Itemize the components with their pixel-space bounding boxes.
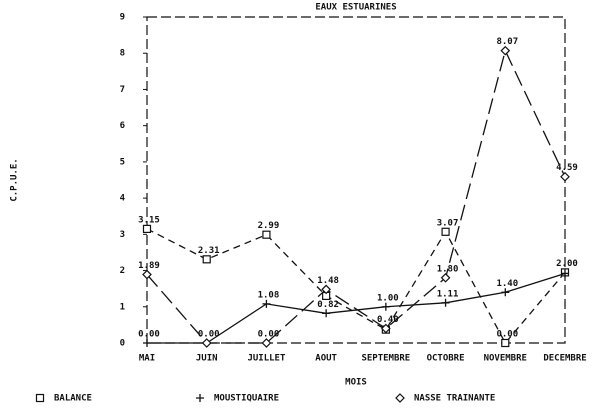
marker <box>500 45 511 56</box>
plot-frame <box>146 16 566 344</box>
marker <box>381 302 390 311</box>
data-label: 0.00 <box>138 330 160 340</box>
data-label: 1.08 <box>258 290 280 300</box>
marker <box>261 338 272 348</box>
marker <box>142 269 152 280</box>
marker <box>501 338 510 348</box>
data-label: 1.80 <box>437 264 459 274</box>
data-label: 2.00 <box>556 259 578 269</box>
data-label: 1.48 <box>317 276 339 286</box>
y-tick-label: 7 <box>120 85 125 95</box>
y-tick-label: 0 <box>120 339 125 349</box>
marker <box>440 272 451 283</box>
series-line <box>146 48 566 344</box>
y-tick-label: 4 <box>120 194 126 204</box>
legend-label: MOUSTIQUAIRE <box>214 394 279 404</box>
x-tick-label: JUILLET <box>247 354 286 364</box>
marker <box>202 255 211 264</box>
data-label: 3.15 <box>138 215 160 225</box>
x-tick-label: SEPTEMBRE <box>361 354 410 364</box>
x-tick-label: NOVEMBRE <box>484 354 527 364</box>
data-label: 0.82 <box>317 300 339 310</box>
data-label: 2.99 <box>258 221 280 231</box>
data-label: 2.31 <box>198 246 220 256</box>
marker <box>143 339 151 347</box>
data-label: 3.07 <box>437 218 459 228</box>
marker <box>381 323 391 334</box>
chart-title: EAUX ESTUARINES <box>315 3 396 13</box>
marker <box>321 284 331 295</box>
x-tick-label: OCTOBRE <box>427 354 465 364</box>
marker <box>201 338 212 348</box>
y-axis-label: C.P.U.E. <box>10 158 20 201</box>
data-label: 4.59 <box>556 163 578 173</box>
marker <box>395 393 405 403</box>
y-tick-label: 5 <box>120 157 125 167</box>
legend-label: NASSE TRAINANTE <box>414 394 495 404</box>
marker <box>560 171 570 182</box>
marker <box>35 393 45 403</box>
data-label: 1.00 <box>377 293 399 303</box>
data-label: 0.00 <box>258 330 280 340</box>
data-label: 0.40 <box>377 315 399 325</box>
data-label: 8.07 <box>496 37 518 47</box>
y-tick-label: 2 <box>120 266 125 276</box>
marker <box>501 288 510 297</box>
y-tick-label: 8 <box>120 49 125 59</box>
x-tick-label: MAI <box>139 354 155 364</box>
marker <box>561 269 569 278</box>
marker <box>142 224 152 233</box>
x-tick-label: AOUT <box>315 354 337 364</box>
data-label: 0.00 <box>198 330 220 340</box>
marker <box>441 298 450 307</box>
y-tick-label: 6 <box>120 121 125 131</box>
series-line <box>146 228 566 345</box>
x-axis-label: MOIS <box>345 378 367 388</box>
marker <box>441 227 450 236</box>
marker <box>322 309 331 318</box>
legend-label: BALANCE <box>54 394 92 404</box>
y-tick-label: 3 <box>120 230 125 240</box>
y-tick-label: 9 <box>120 13 125 23</box>
marker <box>262 299 271 308</box>
x-tick-label: JUIN <box>196 354 218 364</box>
data-label: 0.00 <box>496 330 518 340</box>
data-label: 1.40 <box>496 279 518 289</box>
marker <box>196 394 204 402</box>
x-tick-label: DECEMBRE <box>543 354 586 364</box>
y-tick-label: 1 <box>120 302 125 312</box>
marker <box>262 230 271 239</box>
data-label: 1.11 <box>437 289 459 299</box>
series-line <box>147 272 566 344</box>
data-label: 1.89 <box>138 261 160 271</box>
